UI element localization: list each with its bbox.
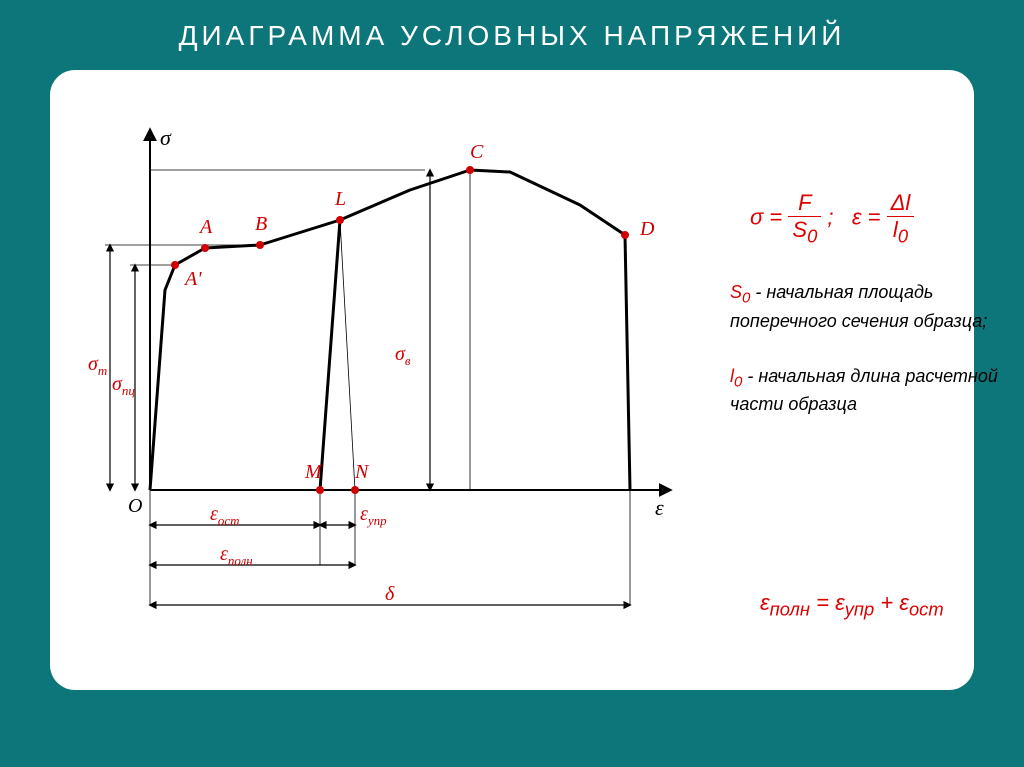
- svg-text:C: C: [470, 141, 484, 163]
- svg-text:εполн: εполн: [220, 543, 253, 568]
- page-title: ДИАГРАММА УСЛОВНЫХ НАПРЯЖЕНИЙ: [0, 20, 1024, 52]
- svg-text:σт: σт: [88, 353, 107, 378]
- svg-text:σв: σв: [395, 343, 411, 368]
- diagram-panel: σ ε O A' A B L C D M Nσтσпц σв εост εупр εполн δ σ = F …: [50, 70, 974, 690]
- page-root: ДИАГРАММА УСЛОВНЫХ НАПРЯЖЕНИЙ σ ε O A' A B L C D…: [0, 0, 1024, 767]
- svg-text:D: D: [639, 218, 655, 240]
- svg-text:O: O: [128, 495, 142, 517]
- eps-sym: ε: [852, 205, 862, 230]
- formulae: σ = F S0 ; ε = Δl l0: [750, 190, 914, 247]
- legend-l0-text: - начальная длина расчетной части образц…: [730, 366, 998, 415]
- svg-text:L: L: [334, 188, 346, 210]
- legend-s0: S0 - начальная площадь поперечного сечен…: [730, 280, 1010, 334]
- svg-text:N: N: [354, 461, 370, 483]
- svg-text:A: A: [198, 216, 213, 238]
- legend-s0-text: - начальная площадь поперечного сечения …: [730, 282, 987, 331]
- svg-text:B: B: [255, 213, 267, 235]
- svg-text:δ: δ: [385, 583, 395, 605]
- legend-l0: l0 - начальная длина расчетной части обр…: [730, 364, 1010, 418]
- legend-block: S0 - начальная площадь поперечного сечен…: [730, 280, 1010, 448]
- sigma-sym: σ: [750, 205, 763, 230]
- frac-dl-l0: Δl l0: [887, 190, 915, 247]
- svg-text:M: M: [304, 461, 323, 483]
- svg-text:ε: ε: [655, 495, 664, 520]
- svg-text:σ: σ: [160, 125, 172, 150]
- svg-text:A': A': [183, 268, 202, 290]
- svg-text:σпц: σпц: [112, 373, 135, 398]
- svg-text:εупр: εупр: [360, 503, 387, 528]
- frac-f-s0: F S0: [788, 190, 821, 247]
- svg-text:εост: εост: [210, 503, 240, 528]
- strain-equation: εполн = εупр + εост: [760, 590, 944, 620]
